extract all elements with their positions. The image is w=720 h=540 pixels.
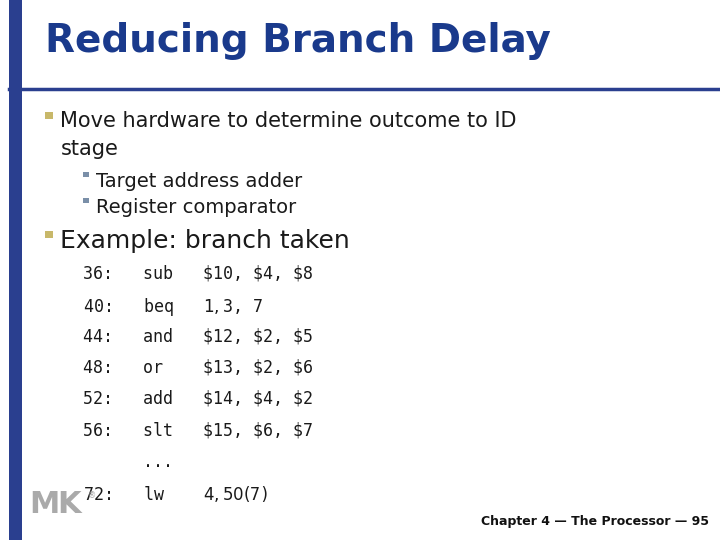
Text: 44:   and   $12, $2, $5: 44: and $12, $2, $5: [83, 327, 312, 345]
Text: Example: branch taken: Example: branch taken: [60, 229, 350, 253]
Text: K: K: [58, 490, 81, 519]
Text: Register comparator: Register comparator: [96, 198, 296, 217]
Text: 40:   beq   $1,  $3, 7: 40: beq $1, $3, 7: [83, 296, 263, 318]
Text: 36:   sub   $10, $4, $8: 36: sub $10, $4, $8: [83, 265, 312, 282]
Text: Target address adder: Target address adder: [96, 172, 302, 191]
Text: Chapter 4 — The Processor — 95: Chapter 4 — The Processor — 95: [481, 515, 709, 528]
Text: ®: ®: [88, 491, 96, 500]
Text: 72:   lw    $4, 50($7): 72: lw $4, 50($7): [83, 484, 269, 504]
Text: Move hardware to determine outcome to ID: Move hardware to determine outcome to ID: [60, 111, 517, 131]
Text: 52:   add   $14, $4, $2: 52: add $14, $4, $2: [83, 390, 312, 408]
Text: ...: ...: [83, 453, 173, 470]
Text: Reducing Branch Delay: Reducing Branch Delay: [45, 22, 551, 59]
Text: M: M: [29, 490, 59, 519]
Text: stage: stage: [60, 139, 118, 159]
Text: 56:   slt   $15, $6, $7: 56: slt $15, $6, $7: [83, 421, 312, 439]
Text: 48:   or    $13, $2, $6: 48: or $13, $2, $6: [83, 359, 312, 376]
